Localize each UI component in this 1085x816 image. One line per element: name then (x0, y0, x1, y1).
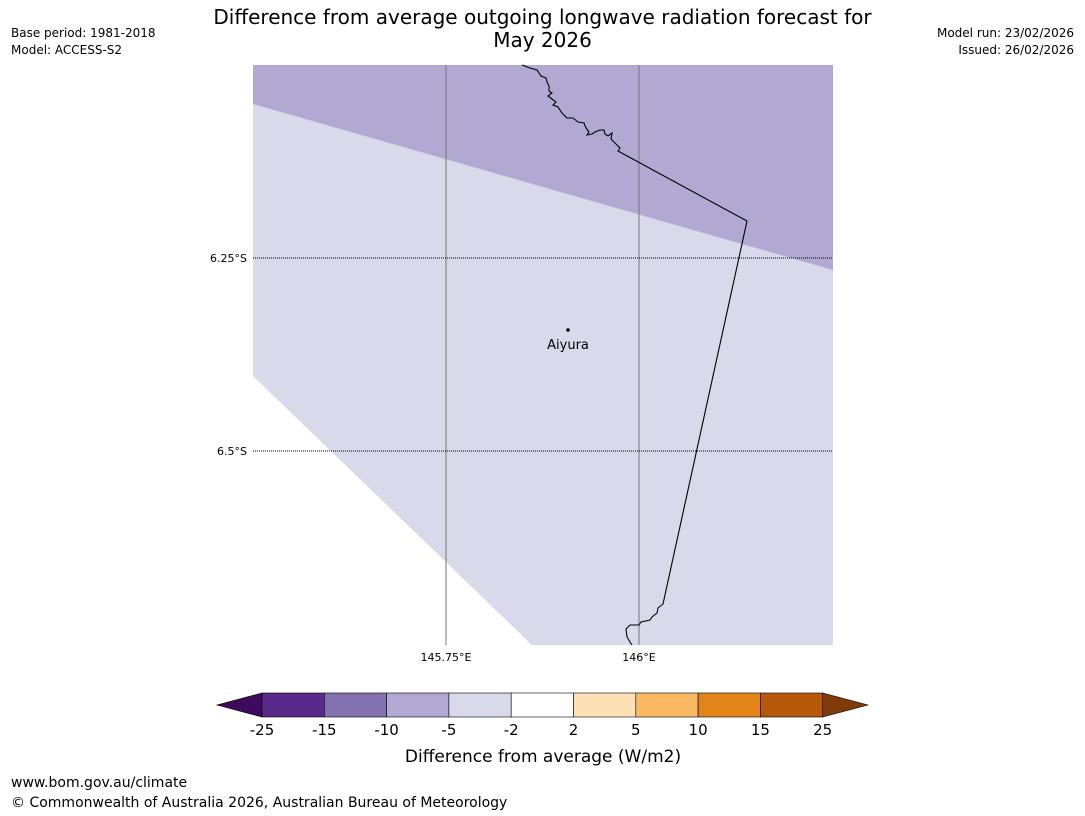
lon-label-146: 146°E (622, 651, 655, 664)
colorbar-segment (448, 692, 512, 718)
map-title: Difference from average outgoing longwav… (180, 6, 905, 52)
colorbar-tick-label: 15 (751, 721, 770, 739)
colorbar-segment (635, 692, 699, 718)
colorbar-segment (760, 692, 824, 718)
colorbar-label: Difference from average (W/m2) (405, 747, 681, 767)
issued-date: Issued: 26/02/2026 (958, 43, 1074, 57)
colorbar-tick-label: -5 (441, 721, 456, 739)
colorbar: -25 -15 -10 -5 -2 2 5 10 15 25 (215, 692, 870, 739)
base-period: Base period: 1981-2018 (11, 26, 156, 40)
town-marker (566, 328, 570, 332)
colorbar-segment (323, 692, 387, 718)
colorbar-tick-label: 10 (689, 721, 708, 739)
colorbar-segment (510, 692, 574, 718)
colorbar-segment (573, 692, 637, 718)
place-label-aiyura: Aiyura (547, 338, 589, 353)
colorbar-segment (261, 692, 325, 718)
lat-label-6-25: 6.25°S (210, 252, 247, 265)
colorbar-tick-label: 5 (631, 721, 641, 739)
colorbar-tick-label: -10 (374, 721, 399, 739)
meta-right: Model run: 23/02/2026 Issued: 26/02/2026 (937, 25, 1074, 59)
province-boundary (521, 64, 748, 646)
colorbar-tick-label: 2 (569, 721, 579, 739)
colorbar-tick-label: -15 (312, 721, 337, 739)
colorbar-tick-label: 25 (813, 721, 832, 739)
title-line-1: Difference from average outgoing longwav… (213, 5, 872, 29)
meta-left: Base period: 1981-2018 Model: ACCESS-S2 (11, 25, 156, 59)
footer-copyright: © Commonwealth of Australia 2026, Austra… (11, 795, 508, 811)
footer-url: www.bom.gov.au/climate (11, 775, 188, 791)
colorbar-extend-under (215, 692, 263, 718)
anomaly-region-medium (253, 65, 833, 270)
title-line-2: May 2026 (493, 28, 592, 52)
colorbar-tick-label: -25 (250, 721, 275, 739)
colorbar-segment (386, 692, 450, 718)
model-run: Model run: 23/02/2026 (936, 26, 1074, 40)
model-name: Model: ACCESS-S2 (11, 43, 123, 57)
lon-label-145-75: 145.75°E (421, 651, 472, 664)
colorbar-extend-over (822, 692, 870, 718)
colorbar-tick-label: -2 (504, 721, 519, 739)
colorbar-segment (697, 692, 761, 718)
lat-label-6-5: 6.5°S (217, 445, 247, 458)
